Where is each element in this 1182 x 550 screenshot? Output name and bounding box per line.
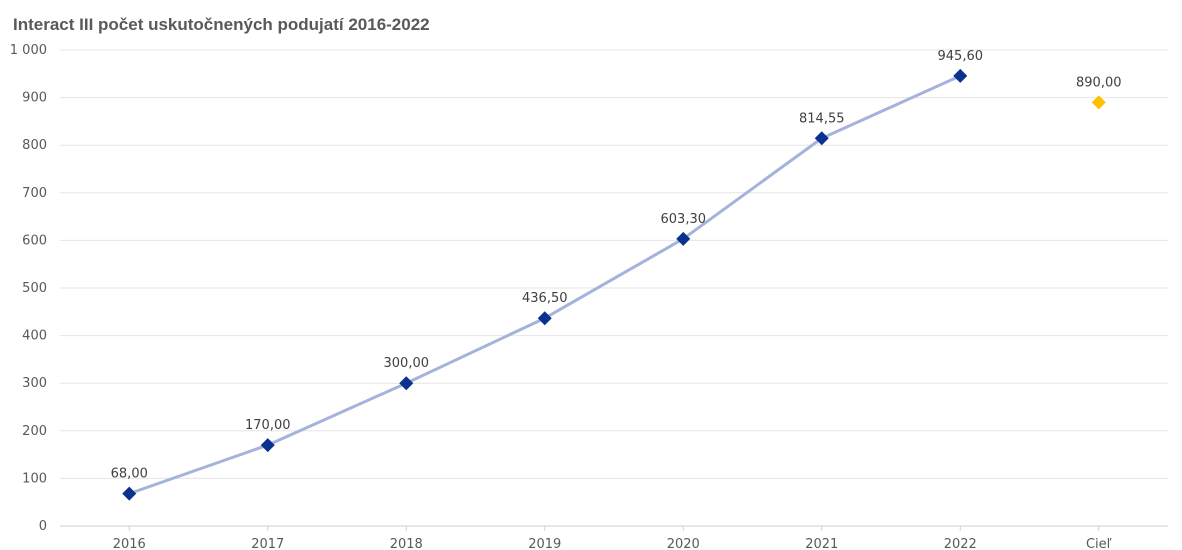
x-tick-label: 2021 <box>805 537 838 550</box>
y-tick-label: 100 <box>22 471 47 486</box>
gridlines <box>60 49 1168 479</box>
y-tick-label: 900 <box>22 91 47 106</box>
data-label: 170,00 <box>245 418 291 433</box>
y-tick-label: 1 000 <box>10 43 47 58</box>
data-point-marker <box>814 131 829 146</box>
x-tick-label: Cieľ <box>1086 537 1112 550</box>
target-point-marker <box>1091 95 1106 110</box>
data-point-marker <box>676 231 691 246</box>
chart-title: Interact III počet uskutočnených podujat… <box>13 15 430 34</box>
data-label: 603,30 <box>661 212 707 227</box>
x-tick-label: 2016 <box>113 537 146 550</box>
data-point-marker <box>122 486 137 501</box>
data-point-marker <box>537 311 552 326</box>
data-point-marker <box>399 376 414 391</box>
data-label: 814,55 <box>799 111 845 126</box>
data-label: 68,00 <box>111 467 148 482</box>
data-point-marker <box>260 438 275 453</box>
data-label: 436,50 <box>522 291 568 306</box>
y-tick-label: 0 <box>39 519 47 534</box>
y-tick-label: 500 <box>22 281 47 296</box>
data-label: 890,00 <box>1076 75 1122 90</box>
x-tick-label: 2017 <box>251 537 284 550</box>
y-tick-label: 200 <box>22 424 47 439</box>
y-tick-label: 300 <box>22 376 47 391</box>
series-markers <box>122 68 1106 501</box>
axes: 0 100 200 300 400 500 600 700 800 900 1 000 2016 201… <box>10 43 1168 550</box>
x-tick-label: 2020 <box>667 537 700 550</box>
y-tick-label: 800 <box>22 138 47 153</box>
data-labels: 68,00 170,00 300,00 436,50 603,30 814,55 945,6… <box>111 49 1122 482</box>
y-tick-label: 400 <box>22 329 47 344</box>
x-tick-label: 2018 <box>390 537 423 550</box>
data-point-marker <box>953 68 968 83</box>
y-tick-label: 700 <box>22 186 47 201</box>
x-tick-label: 2019 <box>528 537 561 550</box>
data-label: 300,00 <box>384 356 430 371</box>
y-tick-label: 600 <box>22 233 47 248</box>
data-label: 945,60 <box>938 49 984 64</box>
x-tick-label: 2022 <box>944 537 977 550</box>
